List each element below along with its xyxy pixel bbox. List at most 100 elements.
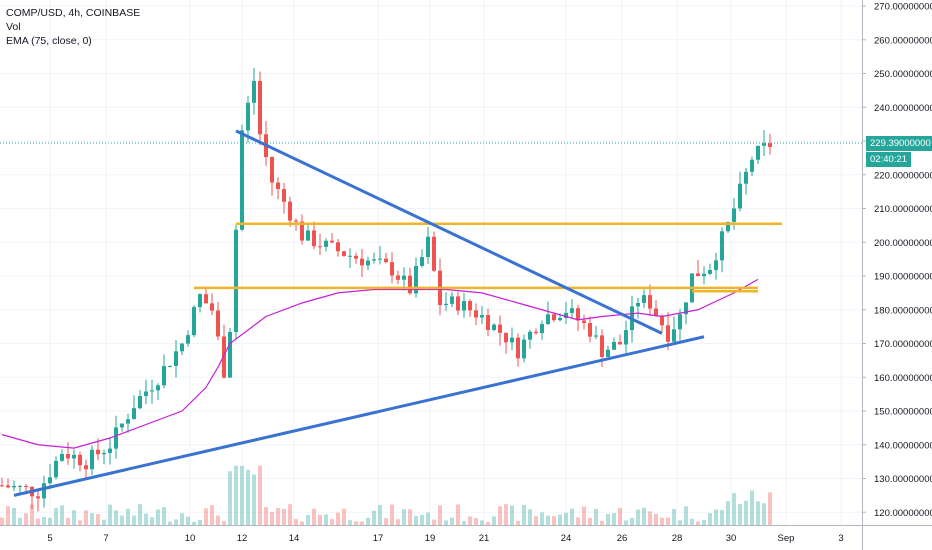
candle-body bbox=[210, 303, 214, 311]
volume-bar bbox=[648, 511, 652, 525]
volume-bar bbox=[468, 516, 472, 525]
candle-body bbox=[414, 265, 418, 294]
candle-body bbox=[390, 262, 394, 276]
volume-indicator-label[interactable]: Vol bbox=[6, 21, 21, 33]
candle-body bbox=[768, 143, 772, 147]
candle-body bbox=[342, 251, 346, 256]
candle-body bbox=[222, 336, 226, 378]
candle-body bbox=[60, 454, 64, 461]
volume-bar bbox=[348, 520, 352, 525]
volume-bar bbox=[642, 507, 646, 525]
price-axis-label: 140.00000000 bbox=[874, 440, 932, 451]
volume-bar bbox=[18, 517, 22, 525]
candle-body bbox=[252, 80, 256, 103]
candle-body bbox=[420, 257, 424, 266]
price-axis-label: 240.00000000 bbox=[874, 103, 932, 114]
price-axis-label: 120.00000000 bbox=[874, 508, 932, 519]
volume-bar bbox=[630, 517, 634, 525]
volume-bar bbox=[246, 469, 250, 525]
volume-bar bbox=[342, 508, 346, 525]
candle-body bbox=[318, 246, 322, 248]
candle-body bbox=[738, 183, 742, 209]
candle-body bbox=[18, 485, 22, 487]
volume-bar bbox=[252, 474, 256, 525]
support-trendline bbox=[13, 335, 705, 497]
volume-bar bbox=[618, 507, 622, 525]
volume-bar bbox=[510, 505, 514, 525]
volume-bar bbox=[660, 517, 664, 525]
volume-bar bbox=[528, 509, 532, 525]
volume-bar bbox=[222, 520, 226, 525]
volume-bar bbox=[78, 520, 82, 525]
volume-bar bbox=[720, 510, 724, 525]
candle-body bbox=[234, 229, 238, 332]
volume-bar bbox=[354, 521, 358, 525]
candle-body bbox=[576, 308, 580, 321]
symbol-label[interactable]: COMP/USD, 4h, COINBASE bbox=[6, 7, 141, 19]
candle-body bbox=[258, 80, 262, 135]
bar-countdown-tag: 02:40:21 bbox=[866, 151, 911, 167]
candle-body bbox=[762, 143, 766, 146]
price-axis-label: 150.00000000 bbox=[874, 407, 932, 418]
candle-body bbox=[672, 329, 676, 342]
candle-body bbox=[204, 294, 208, 304]
price-axis-label: 270.00000000 bbox=[874, 2, 932, 13]
candle-body bbox=[552, 314, 556, 321]
candle-body bbox=[294, 220, 298, 222]
volume-bar bbox=[396, 519, 400, 525]
volume-bar bbox=[540, 512, 544, 525]
candle-body bbox=[180, 343, 184, 352]
candle-body bbox=[468, 301, 472, 311]
candle-body bbox=[0, 485, 4, 487]
volume-bar bbox=[204, 508, 208, 525]
ema-indicator-label[interactable]: EMA (75, close, 0) bbox=[6, 35, 92, 47]
volume-bar bbox=[30, 504, 34, 525]
volume-bar bbox=[288, 504, 292, 525]
volume-bar bbox=[12, 507, 16, 525]
candle-body bbox=[702, 273, 706, 277]
candle-body bbox=[138, 396, 142, 409]
volume-bar bbox=[210, 505, 214, 525]
candle-body bbox=[354, 255, 358, 259]
candle-body bbox=[84, 465, 88, 470]
volume-bar bbox=[732, 493, 736, 525]
candle-body bbox=[186, 335, 190, 344]
volume-bar bbox=[84, 510, 88, 525]
volume-bar bbox=[444, 520, 448, 525]
candle-body bbox=[540, 323, 544, 334]
volume-bar bbox=[306, 514, 310, 525]
candle-body bbox=[162, 366, 166, 386]
candle-body bbox=[522, 339, 526, 359]
price-axis-label: 160.00000000 bbox=[874, 373, 932, 384]
volume-bar bbox=[192, 521, 196, 525]
price-axis-label: 190.00000000 bbox=[874, 272, 932, 283]
candle-body bbox=[324, 240, 328, 247]
candle-body bbox=[708, 270, 712, 274]
candle-body bbox=[132, 408, 136, 420]
price-axis-label: 130.00000000 bbox=[874, 474, 932, 485]
volume-bar bbox=[48, 517, 52, 525]
time-axis-label: 7 bbox=[103, 533, 108, 544]
candle-body bbox=[126, 419, 130, 424]
volume-bar bbox=[372, 510, 376, 525]
volume-bar bbox=[144, 513, 148, 525]
resistance-trendline bbox=[235, 129, 663, 335]
candle-body bbox=[426, 236, 430, 258]
price-axis-label: 250.00000000 bbox=[874, 69, 932, 80]
volume-bar bbox=[666, 517, 670, 525]
candle-body bbox=[606, 349, 610, 357]
candle-body bbox=[66, 454, 70, 459]
candle-body bbox=[558, 317, 562, 321]
volume-bar bbox=[96, 514, 100, 525]
time-axis-label: 24 bbox=[561, 533, 572, 544]
candle-body bbox=[678, 314, 682, 330]
candle-body bbox=[498, 324, 502, 333]
volume-bar bbox=[426, 512, 430, 525]
candle-body bbox=[270, 157, 274, 183]
volume-bar bbox=[162, 507, 166, 525]
time-axis-label: 5 bbox=[47, 533, 52, 544]
candle-body bbox=[54, 460, 58, 478]
candle-body bbox=[144, 391, 148, 397]
volume-bar bbox=[756, 501, 760, 525]
